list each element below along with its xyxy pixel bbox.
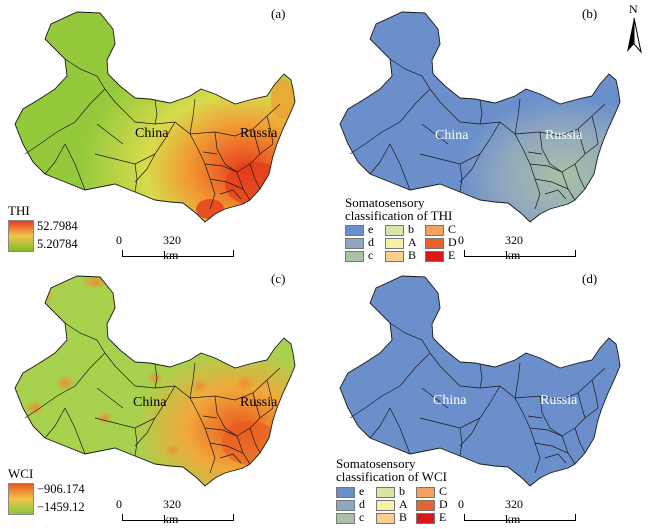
north-arrow-icon: [627, 17, 642, 54]
scale-distance: 320 km: [163, 497, 181, 526]
thi-class-svg: [339, 11, 621, 223]
class-E: E: [416, 511, 446, 524]
russia-label: Russia: [240, 395, 278, 410]
scale-line: [464, 514, 576, 521]
legend-title-line2: classification of WCI: [336, 469, 447, 484]
class-A: A: [376, 498, 408, 511]
china-label: China: [133, 395, 167, 410]
legend-min-value: 5.20784: [37, 237, 78, 251]
class-d: d: [345, 236, 374, 249]
panel-b-thi-class-map: (b) China Russia Somatosensory classific…: [325, 0, 650, 264]
legend-title-line1: Somatosensory: [336, 456, 416, 471]
scale-line: [464, 250, 576, 257]
legend-max-value: −906.174: [37, 482, 85, 496]
wci-map-svg: [14, 275, 296, 487]
class-C: C: [425, 223, 456, 236]
class-c: c: [345, 249, 373, 262]
russia-label: Russia: [240, 126, 278, 141]
class-B: B: [376, 511, 407, 524]
scale-line: [122, 514, 234, 521]
scale-line: [122, 250, 234, 257]
panel-label: (a): [271, 6, 286, 21]
thi-map-svg: [14, 11, 296, 223]
panel-label: (d): [582, 271, 598, 286]
wci-class-svg: [339, 275, 621, 487]
scale-zero: 0: [116, 233, 122, 247]
class-d: d: [336, 498, 365, 511]
legend-title-line1: Somatosensory: [345, 195, 425, 210]
north-label: N: [629, 2, 638, 16]
class-D: D: [416, 498, 448, 511]
class-c: c: [336, 511, 364, 524]
class-B: B: [385, 249, 416, 262]
panel-label: (c): [271, 271, 286, 286]
legend-min-value: −1459.12: [37, 500, 85, 514]
scale-zero: 0: [458, 497, 464, 511]
panel-c-wci-map: (c) China Russia WCI −906.174 −1459.12 0…: [0, 265, 325, 529]
china-label: China: [435, 128, 469, 143]
scale-distance: 320 km: [163, 233, 181, 262]
thi-color-ramp: [8, 220, 34, 252]
class-E: E: [425, 249, 455, 262]
scale-zero: 0: [116, 497, 122, 511]
russia-label: Russia: [545, 128, 583, 143]
scale-distance: 320 km: [505, 233, 523, 262]
scale-distance: 320 km: [505, 497, 523, 526]
class-e: e: [345, 223, 373, 236]
class-D: D: [425, 236, 457, 249]
panel-d-wci-class-map: (d) China Russia Somatosensory classific…: [325, 265, 650, 529]
legend-max-value: 52.7984: [37, 219, 78, 233]
legend-title-line2: classification of THI: [345, 208, 453, 223]
class-e: e: [336, 485, 364, 498]
legend-title: THI: [8, 203, 30, 218]
panel-a-thi-map: (a) China Russia THI 52.7984 5.20784 0 3…: [0, 0, 325, 264]
wci-color-ramp: [8, 483, 34, 515]
class-b: b: [385, 223, 414, 236]
china-label: China: [433, 393, 467, 408]
class-A: A: [385, 236, 417, 249]
china-label: China: [135, 126, 169, 141]
class-C: C: [416, 485, 447, 498]
scale-zero: 0: [458, 233, 464, 247]
legend-title: WCI: [8, 466, 34, 481]
russia-label: Russia: [540, 393, 578, 408]
panel-label: (b): [582, 6, 598, 21]
class-b: b: [376, 485, 405, 498]
